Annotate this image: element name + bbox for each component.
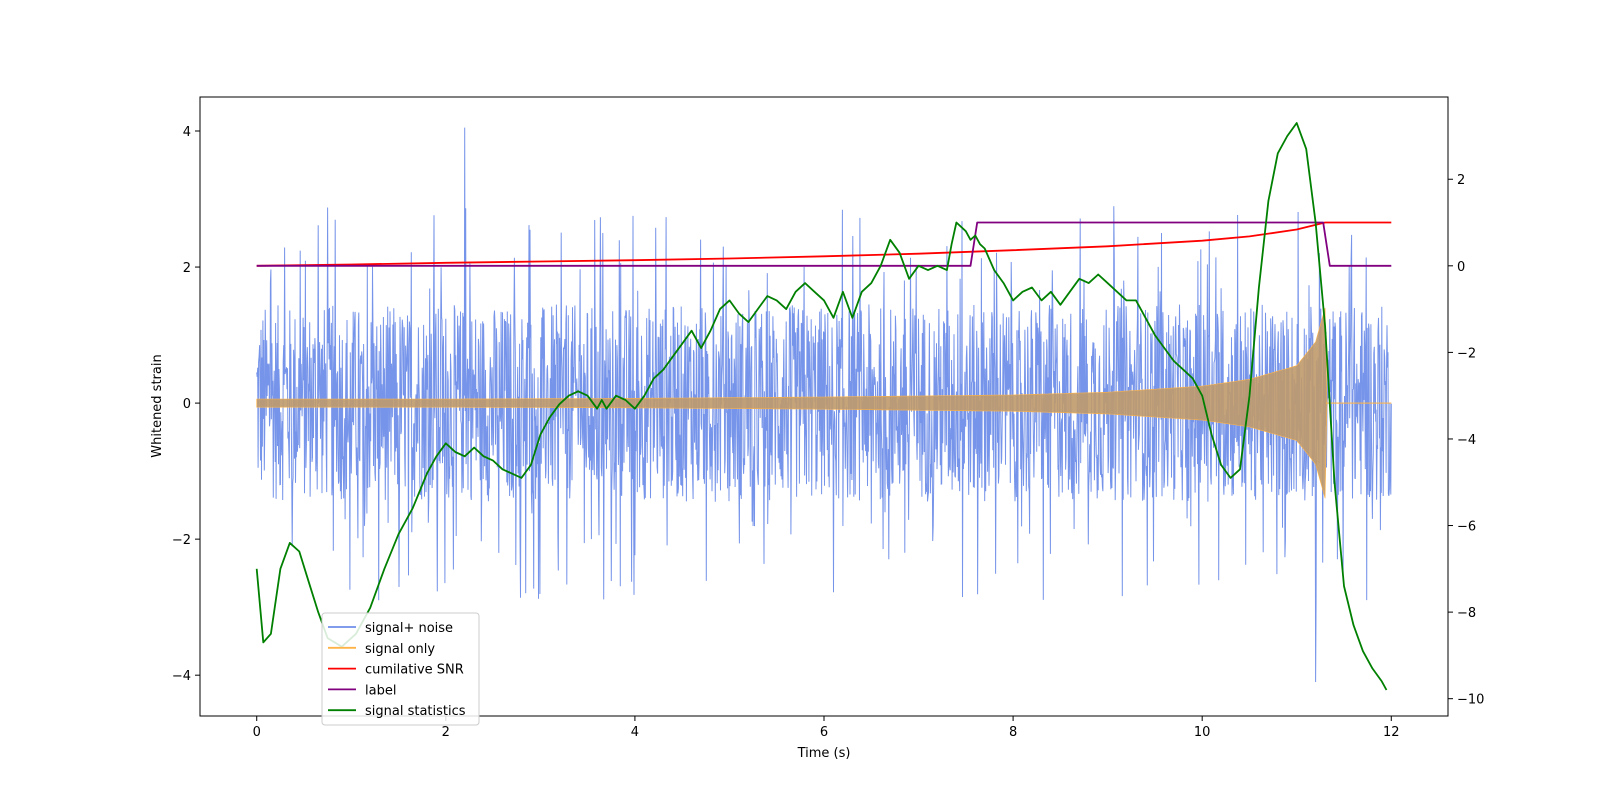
- x-tick-label: 10: [1194, 725, 1211, 740]
- x-tick-label: 12: [1383, 725, 1400, 740]
- x-tick-label: 6: [820, 725, 828, 740]
- y2-tick-label: −6: [1457, 520, 1476, 535]
- axes-layer: 0 2 4 6 8 10 12 −4 −2 0 2 4 −10 −8 −6 −4 −2 0 2: [172, 125, 1485, 740]
- series-label: [256, 221, 1392, 267]
- legend: signal+ noise signal only cumilative SNR la…: [321, 612, 480, 726]
- legend-item-label: label: [365, 683, 396, 698]
- legend-item-signal-only: signal only: [365, 642, 435, 657]
- y2-tick-label: 2: [1457, 173, 1465, 188]
- series-layer: [255, 122, 1392, 691]
- y2-tick-label: −8: [1457, 606, 1476, 621]
- y2-tick-label: −10: [1457, 693, 1484, 708]
- y2-tick-label: 0: [1457, 260, 1465, 275]
- x-tick-label: 8: [1009, 725, 1017, 740]
- legend-box: [321, 612, 480, 726]
- y-axis-label: Whitened strain: [150, 354, 165, 457]
- legend-item-signal-statistics: signal statistics: [365, 704, 466, 719]
- x-tick-label: 4: [631, 725, 639, 740]
- y-tick-label: 2: [183, 261, 191, 276]
- y-tick-label: −4: [172, 669, 191, 684]
- series-cumulative-snr: [256, 221, 1392, 267]
- x-tick-label: 0: [253, 725, 261, 740]
- y-tick-label: 0: [183, 397, 191, 412]
- x-axis-label: Time (s): [797, 746, 851, 761]
- legend-item-cumulative-snr: cumilative SNR: [365, 663, 464, 678]
- y-tick-label: −2: [172, 533, 191, 548]
- legend-item-signal-noise: signal+ noise: [365, 621, 453, 636]
- x-tick-label: 2: [442, 725, 450, 740]
- y-tick-label: 4: [183, 125, 191, 140]
- y2-tick-label: −4: [1457, 433, 1476, 448]
- series-signal-statistics: [255, 122, 1388, 691]
- y2-tick-label: −2: [1457, 346, 1476, 361]
